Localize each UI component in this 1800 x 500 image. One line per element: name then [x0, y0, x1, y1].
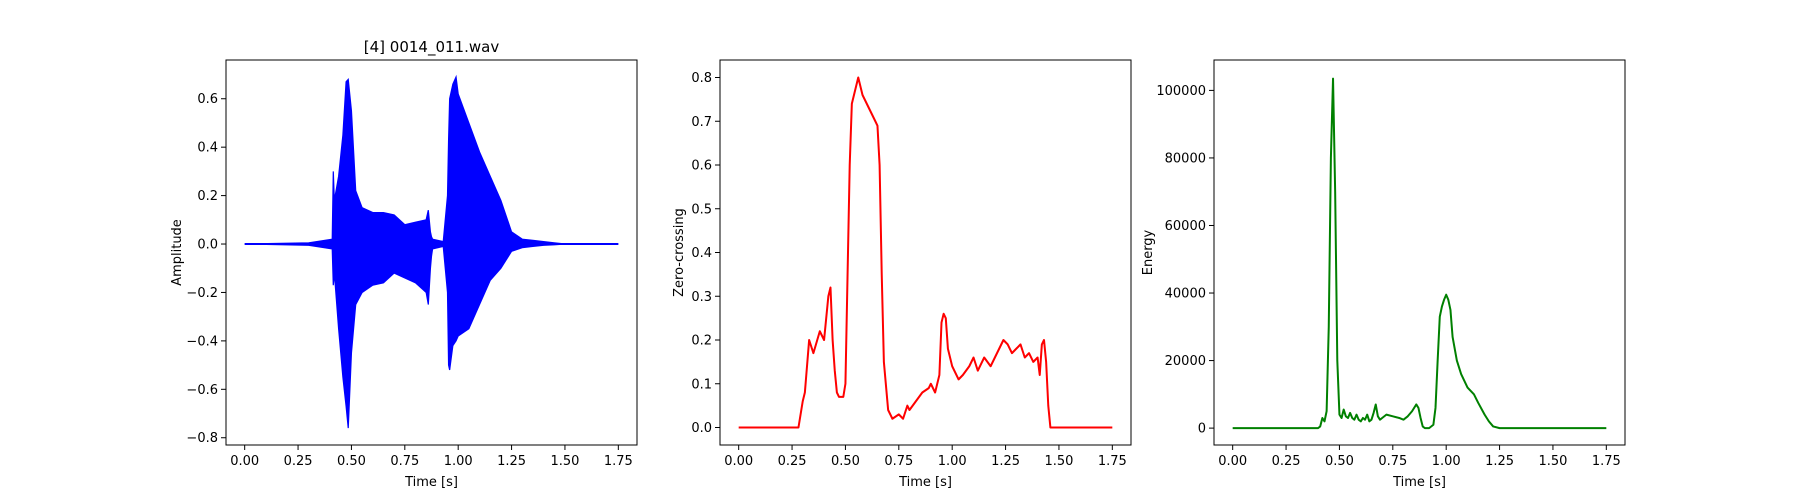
chart-panel-3: 0.00 0.25 0.50 0.75 1.00 1.25 1.50 1.75 0 20000 40…: [1141, 59, 1626, 490]
chart-title: [4] 0014_011.wav: [364, 38, 500, 57]
x-tick-label: 0.00: [724, 454, 753, 469]
x-tick-label: 0.50: [831, 454, 860, 469]
y-tick-label: 0.0: [197, 238, 218, 253]
y-tick-label: −0.6: [186, 383, 218, 398]
x-tick-label: 1.75: [1592, 454, 1621, 469]
y-tick-label: −0.8: [186, 431, 218, 446]
x-tick-label: 1.25: [991, 454, 1020, 469]
waveform-envelope: [244, 74, 619, 429]
y-tick-label: 0.8: [691, 71, 712, 86]
x-tick-label: 0.00: [1218, 454, 1247, 469]
plot-frame: [225, 59, 638, 446]
x-axis-label: Time [s]: [1392, 475, 1446, 490]
chart-panel-2: 0.00 0.25 0.50 0.75 1.00 1.25 1.50 1.75 0.0 0.1 0.…: [672, 59, 1132, 490]
y-axis-label: Zero-crossing: [672, 208, 687, 297]
y-tick-label: 0.7: [691, 115, 712, 130]
x-tick-label: 1.75: [1098, 454, 1127, 469]
x-tick-label: 1.50: [550, 454, 579, 469]
y-tick-label: −0.2: [186, 286, 218, 301]
plot-area: [738, 76, 1113, 429]
y-tick-label: 0.1: [691, 377, 712, 392]
y-tick-label: 20000: [1165, 354, 1206, 369]
x-tick-label: 0.75: [1378, 454, 1407, 469]
x-tick-label: 0.50: [337, 454, 366, 469]
y-tick-label: 0.0: [691, 421, 712, 436]
x-tick-label: 0.25: [284, 454, 313, 469]
y-axis-label: Energy: [1141, 229, 1156, 275]
y-tick-label: 0.3: [691, 290, 712, 305]
x-tick-label: 1.50: [1538, 454, 1567, 469]
x-tick-label: 1.25: [1485, 454, 1514, 469]
x-tick-label: 1.50: [1044, 454, 1073, 469]
x-axis-label: Time [s]: [898, 475, 952, 490]
chart-panel-1: 0.00 0.25 0.50 0.75 1.00 1.25 1.50 1.75 −0.8 −0.6…: [170, 38, 638, 490]
x-tick-label: 0.75: [390, 454, 419, 469]
y-tick-label: 0.2: [691, 334, 712, 349]
plot-area: [244, 74, 619, 429]
y-tick-label: 60000: [1165, 219, 1206, 234]
y-tick-label: 40000: [1165, 287, 1206, 302]
y-tick-label: 0.4: [691, 246, 712, 261]
x-tick-label: 0.50: [1325, 454, 1354, 469]
x-tick-label: 0.25: [778, 454, 807, 469]
y-tick-label: 0.6: [197, 92, 218, 107]
x-tick-label: 1.25: [497, 454, 526, 469]
y-tick-label: 0.6: [691, 159, 712, 174]
x-axis-label: Time [s]: [404, 475, 458, 490]
x-tick-label: 1.00: [1432, 454, 1461, 469]
plot-frame: [1213, 59, 1626, 446]
x-tick-label: 0.75: [884, 454, 913, 469]
y-tick-label: 0.4: [197, 141, 218, 156]
y-tick-label: 100000: [1156, 84, 1206, 99]
y-tick-label: 0.2: [197, 189, 218, 204]
y-tick-label: 0.5: [691, 202, 712, 217]
y-axis-label: Amplitude: [170, 219, 185, 286]
y-tick-label: 80000: [1165, 151, 1206, 166]
y-tick-label: −0.4: [186, 334, 218, 349]
plot-area: [1232, 77, 1607, 430]
x-tick-label: 1.00: [444, 454, 473, 469]
x-tick-label: 1.00: [938, 454, 967, 469]
y-tick-label: 0: [1198, 422, 1206, 437]
x-tick-label: 0.00: [230, 454, 259, 469]
x-tick-label: 0.25: [1272, 454, 1301, 469]
series-line-1: [738, 76, 1113, 429]
x-tick-label: 1.75: [604, 454, 633, 469]
